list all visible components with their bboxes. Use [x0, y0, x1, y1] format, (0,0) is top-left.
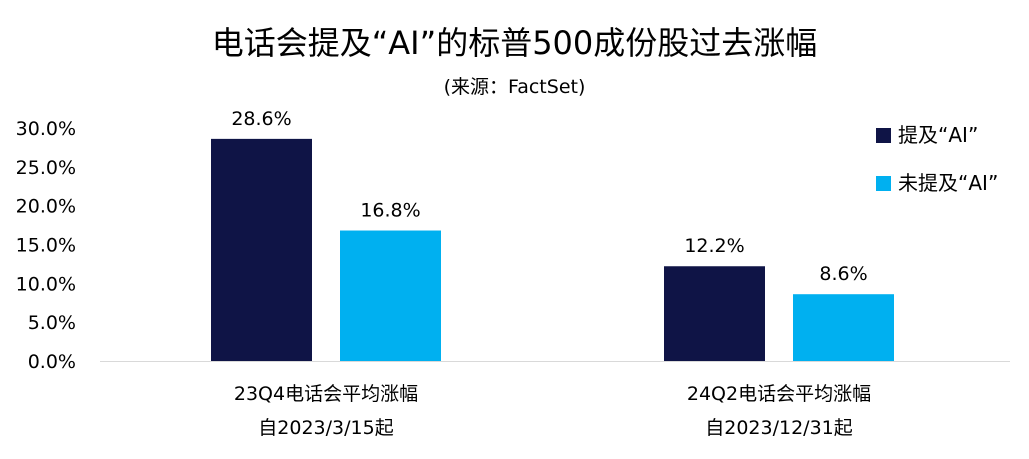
legend-label: 未提及“AI”	[898, 171, 998, 195]
category-label: 24Q2电话会平均涨幅	[687, 383, 871, 405]
bar	[664, 266, 765, 361]
legend-swatch	[876, 128, 891, 143]
category-label: 23Q4电话会平均涨幅	[234, 383, 418, 405]
legend: 提及“AI” 未提及“AI”	[876, 123, 998, 195]
bar	[340, 230, 441, 361]
category-label: 自2023/12/31起	[705, 417, 853, 439]
y-tick-label: 5.0%	[28, 312, 76, 334]
y-tick-label: 0.0%	[28, 351, 76, 373]
bar	[211, 138, 312, 361]
data-label: 16.8%	[360, 200, 420, 222]
legend-swatch	[876, 176, 891, 191]
bars-layer	[211, 138, 894, 361]
axis-layer: 0.0% 5.0% 10.0% 15.0% 20.0% 25.0% 30.0%	[16, 118, 1010, 373]
data-label: 28.6%	[231, 108, 291, 130]
bar	[793, 294, 894, 361]
y-tick-label: 25.0%	[16, 157, 76, 179]
chart-subtitle: (来源：FactSet)	[443, 76, 586, 98]
chart-title: 电话会提及“AI”的标普500成份股过去涨幅	[211, 24, 818, 62]
category-label: 自2023/3/15起	[258, 417, 393, 439]
y-tick-label: 15.0%	[16, 235, 76, 257]
y-tick-label: 10.0%	[16, 273, 76, 295]
y-tick-label: 30.0%	[16, 118, 76, 140]
legend-label: 提及“AI”	[898, 123, 978, 147]
data-label: 8.6%	[819, 263, 867, 285]
y-tick-label: 20.0%	[16, 196, 76, 218]
labels-layer: 28.6% 12.2% 16.8% 8.6% 23Q4电话会平均涨幅自2023/3/15…	[231, 108, 871, 439]
data-label: 12.2%	[684, 235, 744, 257]
